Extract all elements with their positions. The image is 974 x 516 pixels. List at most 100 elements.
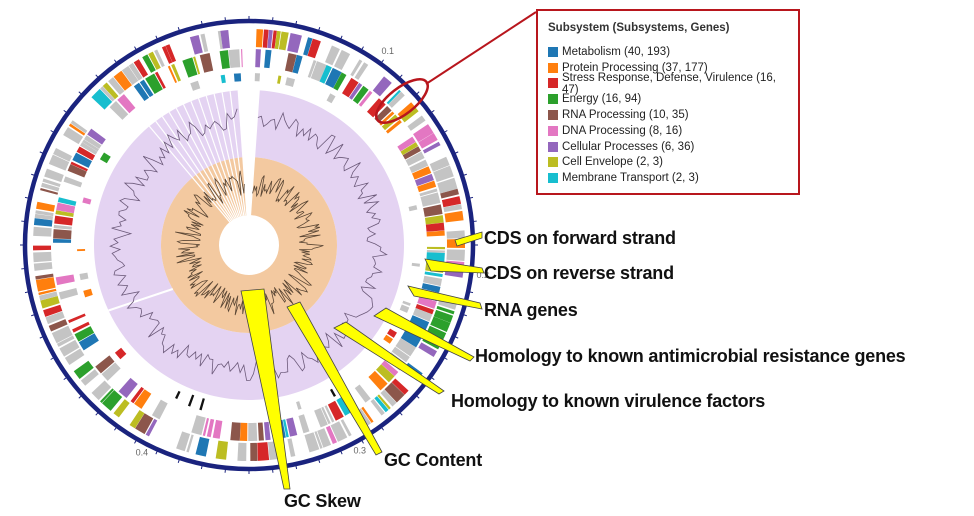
reverse-cds-mark <box>70 161 88 172</box>
forward-cds-mark <box>145 418 158 437</box>
forward-cds-mark <box>48 319 68 332</box>
reverse-cds-mark <box>282 419 289 438</box>
reverse-cds-mark <box>411 166 432 180</box>
backbone-tick <box>398 411 403 416</box>
backbone-tick <box>200 20 203 26</box>
backbone-tick <box>39 335 45 339</box>
forward-cds-mark <box>267 29 273 49</box>
forward-cds-mark <box>287 438 296 457</box>
forward-cds-mark <box>257 442 270 461</box>
backbone-tick <box>31 173 37 177</box>
reverse-cds-mark <box>307 59 317 78</box>
forward-cds-mark <box>33 262 53 271</box>
forward-cds-mark <box>91 380 112 401</box>
forward-cds-mark <box>39 291 58 301</box>
legend-swatch <box>548 78 558 89</box>
forward-cds-mark <box>35 273 54 280</box>
gc-gap-line <box>245 90 250 216</box>
forward-cds-mark <box>34 213 54 221</box>
forward-cds-mark <box>148 51 161 70</box>
forward-cds-mark <box>41 182 60 192</box>
reverse-cds-mark <box>219 50 230 70</box>
rna-gene-mark <box>402 300 411 306</box>
rna-gene-mark <box>277 75 282 84</box>
backbone-tick <box>224 467 227 473</box>
legend-item: Protein Processing (37, 177) <box>548 60 788 76</box>
gc-gap-line <box>182 104 237 219</box>
forward-cds-mark <box>384 382 405 403</box>
reverse-cds-mark <box>239 422 248 441</box>
reverse-cds-mark <box>199 53 214 73</box>
backbone-tick <box>429 376 435 381</box>
gc-gap-line <box>168 111 235 220</box>
forward-cds-mark <box>422 338 440 350</box>
forward-cds-mark <box>113 70 133 91</box>
forward-cds-mark <box>429 156 450 172</box>
reverse-cds-mark <box>118 377 138 399</box>
backbone-tick <box>442 130 448 134</box>
backbone-tick <box>295 464 298 470</box>
backbone-tick <box>200 464 203 470</box>
forward-cds-mark <box>154 49 165 68</box>
reverse-cds-mark <box>74 326 95 342</box>
callout-gc-content: GC Content <box>384 450 482 470</box>
reverse-cds-mark <box>408 315 430 332</box>
reverse-cds-mark <box>385 119 402 134</box>
backbone-tick <box>453 335 459 339</box>
legend-swatch <box>548 173 558 184</box>
forward-cds-mark <box>165 44 177 63</box>
reverse-cds-mark <box>82 139 100 152</box>
legend-label: Membrane Transport (2, 3) <box>562 172 699 185</box>
backbone-tick <box>429 109 435 114</box>
gc-gap-line <box>229 91 246 216</box>
forward-cds-mark <box>325 425 338 445</box>
reverse-cds-mark <box>130 386 145 404</box>
gc-skew-band <box>160 157 337 334</box>
forward-cds-mark <box>361 406 374 423</box>
reverse-cds-mark <box>55 274 75 286</box>
reverse-cds-mark <box>374 105 392 123</box>
forward-cds-mark <box>42 178 61 187</box>
reverse-cds-mark <box>425 222 445 232</box>
rna-gene-mark <box>326 93 336 104</box>
reverse-cds-mark <box>67 164 87 178</box>
highlight-connector <box>425 11 537 85</box>
legend-item: Cellular Processes (6, 36) <box>548 139 788 155</box>
forward-cds-mark <box>91 88 113 110</box>
forward-cds-mark <box>372 76 392 97</box>
reverse-cds-mark <box>154 71 166 89</box>
callout-rna-genes: RNA genes <box>484 300 578 320</box>
reverse-cds-mark <box>423 204 443 217</box>
rna-gene-mark <box>82 197 92 205</box>
forward-cds-mark <box>388 91 405 108</box>
reverse-cds-mark <box>230 422 241 441</box>
forward-cds-mark <box>440 188 459 199</box>
forward-cds-mark <box>99 388 114 403</box>
backbone-tick <box>339 35 343 41</box>
reverse-cds-mark <box>423 275 443 287</box>
forward-cds-mark <box>161 45 173 64</box>
backbone-tick <box>339 449 343 455</box>
backbone-tick <box>380 425 385 431</box>
wedge-gc-skew <box>240 288 291 490</box>
forward-cds-mark <box>189 34 203 55</box>
backbone-tick <box>360 438 364 444</box>
forward-cds-mark <box>274 30 281 50</box>
backbone-tick <box>113 425 118 431</box>
legend-swatch <box>548 110 558 121</box>
reverse-cds-mark <box>80 142 98 155</box>
reverse-cds-mark <box>327 400 344 421</box>
legend-swatch <box>548 157 558 168</box>
rna-gene-mark <box>296 401 302 410</box>
forward-cds-mark <box>325 45 340 66</box>
reverse-cds-mark <box>54 215 74 226</box>
reverse-cds-mark <box>292 54 303 74</box>
backbone-tick <box>134 46 138 52</box>
reverse-cds-mark <box>414 173 434 187</box>
backbone-tick <box>24 196 30 199</box>
reverse-cds-mark <box>191 415 206 436</box>
forward-cds-mark <box>317 428 332 448</box>
forward-cds-mark <box>33 226 52 237</box>
backbone-tick <box>453 151 459 155</box>
backbone-tick <box>21 220 27 223</box>
